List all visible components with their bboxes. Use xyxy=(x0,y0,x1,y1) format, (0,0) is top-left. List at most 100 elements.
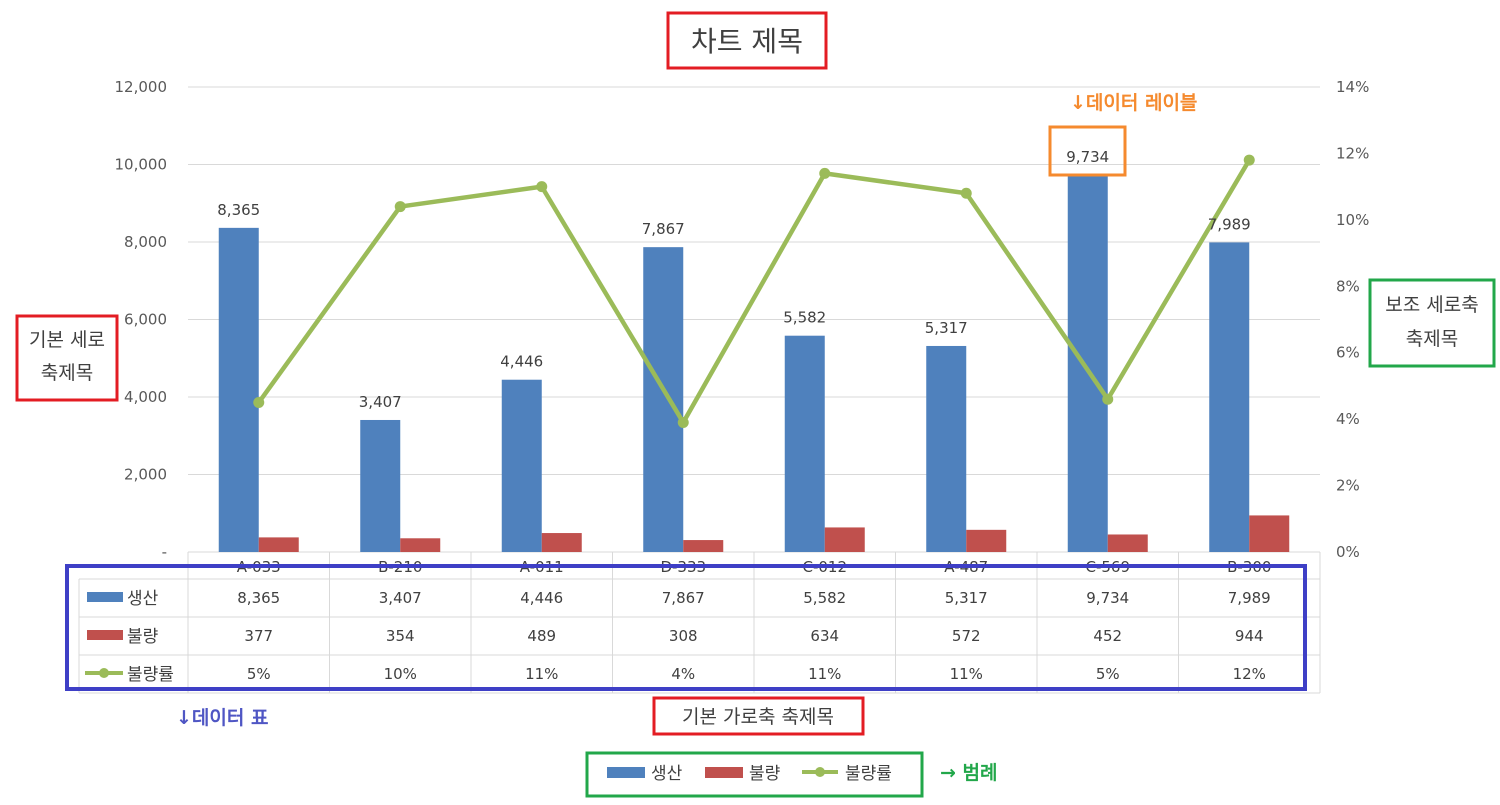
chart-title-box xyxy=(666,11,828,70)
y-tick-label: 4,000 xyxy=(124,388,167,406)
y-tick-label: 12,000 xyxy=(115,78,168,96)
table-cell: 7,989 xyxy=(1228,589,1271,607)
table-cell: 634 xyxy=(810,627,839,645)
point-defect-rate xyxy=(819,167,831,179)
data-label-production: 8,365 xyxy=(217,201,260,219)
table-cell: 4,446 xyxy=(520,589,563,607)
table-cell: 3,407 xyxy=(379,589,422,607)
table-legend-marker xyxy=(99,668,109,678)
y2-tick-label: 0% xyxy=(1336,543,1360,561)
point-defect-rate xyxy=(253,397,265,409)
annotation-data-label: ↓데이터 레이블 xyxy=(1070,92,1197,114)
data-table: A-033 B-210 A-011 D-333 C-012 A-487 C-569 B-300… xyxy=(65,552,1321,694)
y2-tick-label: 12% xyxy=(1336,144,1369,162)
table-cell: 5,317 xyxy=(945,589,988,607)
data-label-production: 5,582 xyxy=(783,309,826,327)
y-tick-label: 6,000 xyxy=(124,311,167,329)
table-cell: 489 xyxy=(527,627,556,645)
table-cell: 11% xyxy=(808,665,841,683)
primary-y-axis-title-line1: 기본 세로 xyxy=(29,329,105,351)
bar-production xyxy=(926,345,967,552)
point-defect-rate xyxy=(1243,154,1255,166)
table-legend-swatch xyxy=(87,592,123,602)
table-cell: 5,582 xyxy=(803,589,846,607)
table-series-name: 생산 xyxy=(127,589,159,609)
y2-tick-label: 2% xyxy=(1336,477,1360,495)
y-tick-label: - xyxy=(162,543,167,561)
point-defect-rate xyxy=(1102,393,1114,405)
table-legend-swatch xyxy=(87,630,123,640)
y2-tick-label: 8% xyxy=(1336,277,1360,295)
line-series xyxy=(253,154,1255,428)
bar-defect xyxy=(966,529,1007,552)
legend-swatch-defect xyxy=(705,767,743,778)
y2-tick-label: 6% xyxy=(1336,344,1360,362)
x-axis-title: 기본 가로축 축제목 xyxy=(682,706,834,728)
annotation-legend: → 범례 xyxy=(940,762,998,784)
bar-defect xyxy=(824,527,865,552)
legend-marker-defect-rate xyxy=(815,767,825,777)
table-series-name: 불량 xyxy=(127,627,159,647)
y-tick-label: 10,000 xyxy=(115,156,168,174)
table-cell: 5% xyxy=(1096,665,1120,683)
primary-y-axis-title-box xyxy=(15,314,119,402)
data-label-production: 9,734 xyxy=(1066,148,1109,166)
bar-defect xyxy=(683,540,724,552)
x-axis-title-box xyxy=(652,696,865,736)
table-cell: 354 xyxy=(386,627,415,645)
table-cell: 7,867 xyxy=(662,589,705,607)
primary-y-axis-ticks: - 2,000 4,000 6,000 8,000 10,000 12,000 xyxy=(115,78,168,561)
table-cell: 572 xyxy=(952,627,981,645)
legend-swatch-production xyxy=(607,767,645,778)
data-label-highlight-box xyxy=(1048,125,1127,177)
legend-label-defect: 불량 xyxy=(749,764,781,784)
table-cell: 5% xyxy=(247,665,271,683)
bar-defect xyxy=(1249,515,1290,552)
bar-defect xyxy=(258,537,299,552)
y-tick-label: 8,000 xyxy=(124,233,167,251)
bar-production xyxy=(784,335,825,552)
bar-production xyxy=(643,247,684,552)
table-cell: 11% xyxy=(950,665,983,683)
data-label-production: 3,407 xyxy=(359,393,402,411)
secondary-y-axis-title-line1: 보조 세로축 xyxy=(1385,294,1478,316)
table-cell: 10% xyxy=(384,665,417,683)
data-label-production: 5,317 xyxy=(925,319,968,337)
table-series-name: 불량률 xyxy=(127,665,174,685)
gridlines xyxy=(188,86,1320,553)
bar-production xyxy=(1067,174,1108,552)
table-cell: 308 xyxy=(669,627,698,645)
data-labels: 8,365 3,407 4,446 7,867 5,582 5,317 9,734 7,989 xyxy=(217,148,1250,411)
bar-production xyxy=(218,227,259,552)
secondary-y-axis-title-line2: 축제목 xyxy=(1406,328,1458,350)
bar-production xyxy=(1209,242,1250,552)
bar-defect xyxy=(400,538,441,552)
legend: 생산 불량 불량률 xyxy=(585,751,924,798)
secondary-y-axis-title-box xyxy=(1368,278,1496,368)
point-defect-rate xyxy=(394,201,406,213)
legend-label-defect-rate: 불량률 xyxy=(845,764,892,784)
table-cell: 4% xyxy=(671,665,695,683)
point-defect-rate xyxy=(536,181,548,193)
data-label-production: 7,989 xyxy=(1208,215,1251,233)
chart-title: 차트 제목 xyxy=(691,25,803,58)
y-tick-label: 2,000 xyxy=(124,466,167,484)
y2-tick-label: 10% xyxy=(1336,211,1369,229)
y2-tick-label: 14% xyxy=(1336,78,1369,96)
line-defect-rate xyxy=(256,158,1252,425)
bar-defect xyxy=(1107,534,1148,552)
data-label-production: 7,867 xyxy=(642,220,685,238)
data-label-production: 4,446 xyxy=(500,353,543,371)
table-cell: 452 xyxy=(1093,627,1122,645)
data-table-highlight-box xyxy=(65,564,1307,691)
table-cell: 944 xyxy=(1235,627,1264,645)
bar-production xyxy=(501,379,542,552)
table-cell: 377 xyxy=(244,627,273,645)
table-cell: 8,365 xyxy=(237,589,280,607)
table-cell: 9,734 xyxy=(1086,589,1129,607)
legend-box xyxy=(585,751,924,798)
bar-series xyxy=(218,174,1290,552)
bar-production xyxy=(360,419,401,552)
point-defect-rate xyxy=(960,187,972,199)
